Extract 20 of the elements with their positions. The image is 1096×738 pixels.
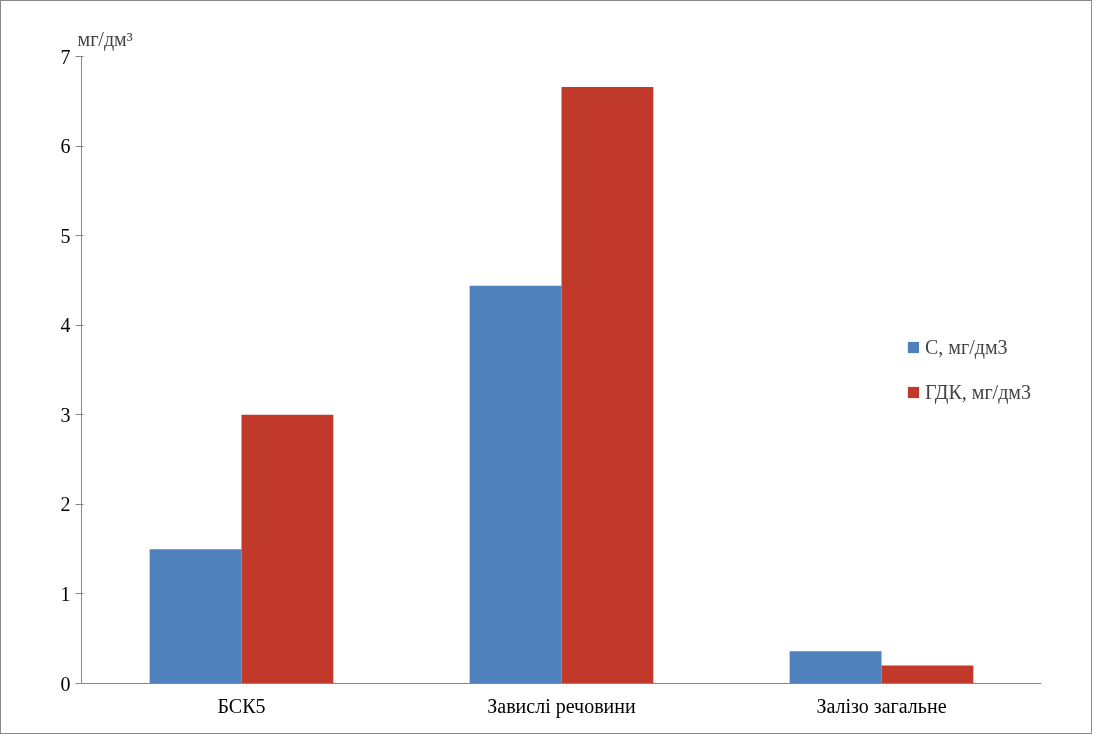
legend-label: С, мг/дм3 <box>924 335 1008 359</box>
y-tick-label: 6 <box>60 135 71 158</box>
x-tick-label: Завислі речовини <box>487 694 637 718</box>
y-tick-label: 2 <box>60 493 71 516</box>
y-tick-label: 5 <box>60 224 71 247</box>
bar <box>149 549 242 684</box>
bar <box>789 651 882 684</box>
y-tick-label: 1 <box>60 582 71 605</box>
y-tick-label: 3 <box>60 403 71 426</box>
y-tick-label: 4 <box>60 314 71 337</box>
x-tick-label: БСК5 <box>217 694 266 717</box>
legend-label: ГДК, мг/дм3 <box>924 380 1031 404</box>
bar <box>241 414 334 684</box>
x-tick-label: Залізо загальне <box>816 694 947 717</box>
bar <box>469 285 562 684</box>
y-axis-title: мг/дм³ <box>77 27 133 51</box>
bar <box>881 665 974 684</box>
bar <box>561 86 654 684</box>
y-tick-label: 7 <box>60 45 71 68</box>
y-tick-label: 0 <box>60 672 71 695</box>
